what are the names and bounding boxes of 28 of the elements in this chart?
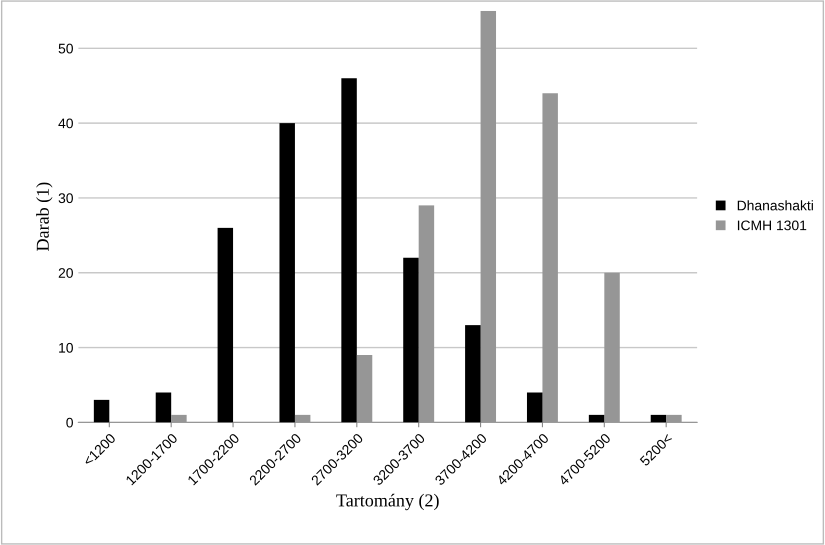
- legend-label: ICMH 1301: [738, 220, 806, 230]
- bar: [94, 400, 110, 422]
- bar: [526, 392, 542, 422]
- bar: [294, 414, 310, 422]
- bar: [588, 414, 604, 422]
- y-tick-label: 30: [58, 193, 73, 204]
- legend-label: Dhanashakti: [738, 200, 813, 210]
- y-tick-label: 10: [59, 342, 73, 353]
- bar: [666, 414, 682, 422]
- bar: [171, 414, 187, 422]
- bar: [218, 228, 234, 422]
- x-axis-title: Tartomány (2): [336, 494, 439, 510]
- bar: [650, 414, 666, 422]
- y-tick-label: 0: [66, 418, 73, 428]
- y-tick-label: 40: [58, 118, 73, 128]
- y-tick-label: 50: [58, 44, 73, 54]
- bar: [542, 93, 558, 422]
- bar: [604, 272, 620, 422]
- bar: [480, 10, 496, 422]
- bar: [279, 123, 295, 422]
- bar: [465, 325, 481, 422]
- bar: [356, 355, 372, 422]
- bar: [403, 258, 419, 422]
- bar: [156, 392, 172, 422]
- y-tick-label: 20: [58, 268, 73, 278]
- bar: [341, 78, 357, 422]
- y-axis-title: Darab (1): [36, 182, 53, 251]
- bar: [418, 205, 434, 422]
